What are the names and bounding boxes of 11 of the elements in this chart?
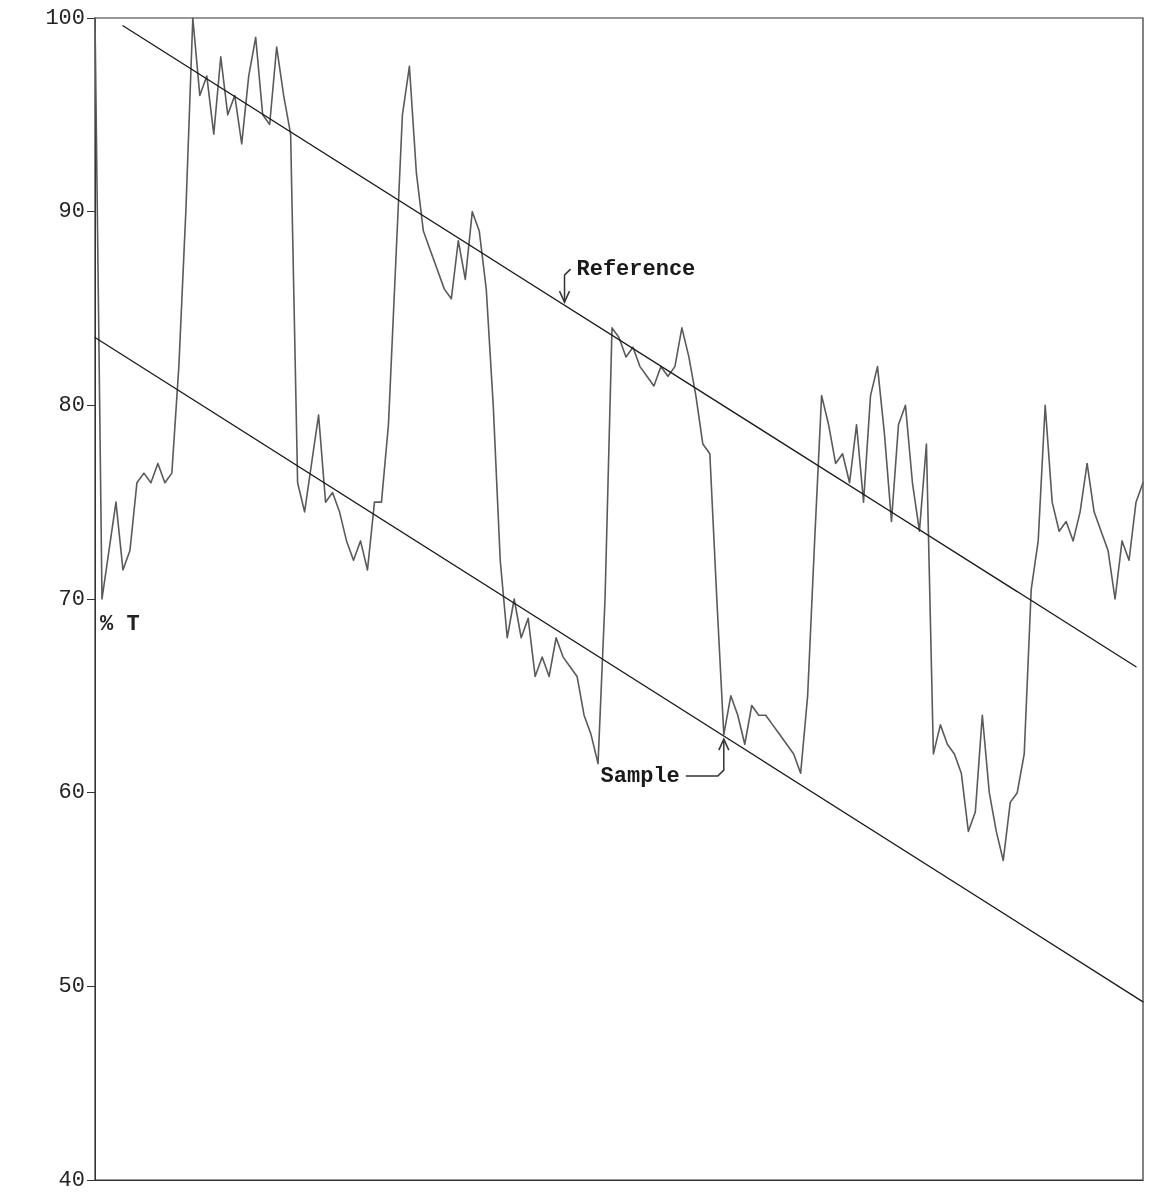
text: Sample bbox=[600, 763, 680, 789]
y-tick-label: 90 bbox=[58, 199, 85, 225]
y-tick-label: 60 bbox=[58, 780, 85, 806]
series-label: Reference bbox=[576, 256, 696, 282]
line-series bbox=[94, 17, 1144, 862]
y-tick-label: 50 bbox=[58, 973, 85, 999]
y-axis-title: % T bbox=[100, 612, 140, 638]
y-tick-label: 70 bbox=[58, 586, 85, 612]
y-tick-label: 100 bbox=[45, 5, 85, 31]
y-tick-label: 40 bbox=[58, 1167, 85, 1193]
y-tick-label: 80 bbox=[58, 392, 85, 418]
